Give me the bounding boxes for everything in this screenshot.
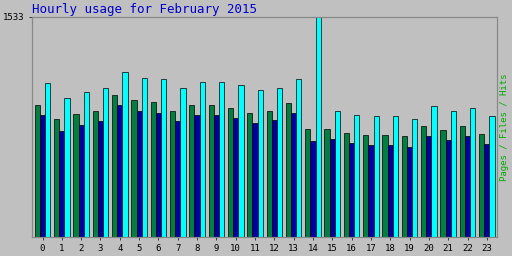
Bar bbox=[460, 126, 465, 237]
Bar bbox=[305, 129, 310, 237]
Bar bbox=[267, 111, 272, 237]
Bar bbox=[388, 145, 393, 237]
Bar bbox=[470, 108, 475, 237]
Bar bbox=[93, 111, 98, 237]
Bar bbox=[214, 115, 219, 237]
Bar bbox=[325, 129, 330, 237]
Bar bbox=[200, 82, 205, 237]
Bar bbox=[65, 98, 70, 237]
Bar bbox=[421, 126, 426, 237]
Bar bbox=[291, 113, 296, 237]
Bar bbox=[137, 111, 142, 237]
Bar bbox=[45, 83, 50, 237]
Bar bbox=[54, 119, 59, 237]
Bar bbox=[84, 92, 89, 237]
Bar bbox=[440, 130, 445, 237]
Bar bbox=[73, 114, 78, 237]
Bar bbox=[296, 79, 302, 237]
Bar bbox=[156, 113, 161, 237]
Bar bbox=[117, 105, 122, 237]
Bar bbox=[484, 144, 489, 237]
Bar bbox=[344, 133, 349, 237]
Bar bbox=[233, 118, 238, 237]
Text: Hourly usage for February 2015: Hourly usage for February 2015 bbox=[32, 3, 257, 16]
Bar bbox=[382, 135, 388, 237]
Bar bbox=[238, 85, 244, 237]
Bar bbox=[103, 88, 109, 237]
Bar bbox=[402, 136, 407, 237]
Bar bbox=[189, 105, 195, 237]
Bar bbox=[170, 111, 175, 237]
Bar bbox=[393, 116, 398, 237]
Bar bbox=[451, 111, 456, 237]
Bar bbox=[59, 131, 65, 237]
Bar bbox=[330, 139, 335, 237]
Bar bbox=[315, 17, 321, 237]
Bar bbox=[465, 136, 470, 237]
Bar bbox=[489, 116, 495, 237]
Bar bbox=[335, 111, 340, 237]
Bar bbox=[98, 121, 103, 237]
Bar bbox=[208, 105, 214, 237]
Bar bbox=[195, 115, 200, 237]
Bar bbox=[228, 108, 233, 237]
Bar bbox=[374, 116, 379, 237]
Bar bbox=[426, 136, 432, 237]
Bar bbox=[479, 134, 484, 237]
Bar bbox=[349, 143, 354, 237]
Bar bbox=[445, 140, 451, 237]
Bar bbox=[131, 100, 137, 237]
Bar bbox=[310, 141, 315, 237]
Bar bbox=[40, 115, 45, 237]
Bar bbox=[407, 147, 412, 237]
Bar bbox=[286, 103, 291, 237]
Bar bbox=[175, 121, 180, 237]
Bar bbox=[161, 79, 166, 237]
Bar bbox=[354, 115, 359, 237]
Bar bbox=[78, 125, 84, 237]
Bar bbox=[151, 102, 156, 237]
Bar bbox=[258, 90, 263, 237]
Bar bbox=[247, 113, 252, 237]
Bar bbox=[363, 135, 368, 237]
Bar bbox=[142, 78, 147, 237]
Bar bbox=[219, 82, 224, 237]
Bar bbox=[180, 88, 185, 237]
Bar bbox=[35, 105, 40, 237]
Bar bbox=[272, 120, 277, 237]
Bar bbox=[122, 72, 127, 237]
Bar bbox=[112, 95, 117, 237]
Bar bbox=[277, 88, 282, 237]
Bar bbox=[252, 123, 258, 237]
Y-axis label: Pages / Files / Hits: Pages / Files / Hits bbox=[500, 73, 509, 180]
Bar bbox=[432, 106, 437, 237]
Bar bbox=[368, 145, 374, 237]
Bar bbox=[412, 119, 417, 237]
